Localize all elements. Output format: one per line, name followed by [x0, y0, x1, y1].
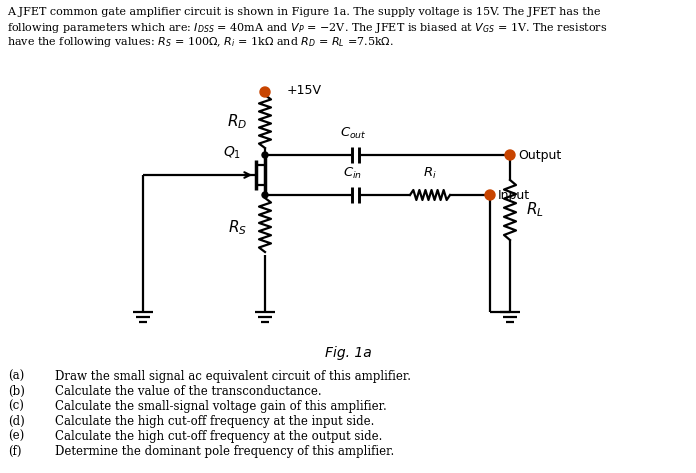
Text: Calculate the small-signal voltage gain of this amplifier.: Calculate the small-signal voltage gain …	[55, 400, 387, 413]
Text: (c): (c)	[8, 400, 24, 413]
Text: following parameters which are: $I_{DSS}$ = 40mA and $V_P$ = $-$2V. The JFET is : following parameters which are: $I_{DSS}…	[7, 21, 608, 35]
Text: (b): (b)	[8, 385, 25, 398]
Text: Output: Output	[518, 149, 561, 161]
Text: Determine the dominant pole frequency of this amplifier.: Determine the dominant pole frequency of…	[55, 445, 394, 458]
Text: Draw the small signal ac equivalent circuit of this amplifier.: Draw the small signal ac equivalent circ…	[55, 370, 411, 383]
Text: (a): (a)	[8, 370, 24, 383]
Text: $R_D$: $R_D$	[227, 112, 247, 131]
Text: Fig. 1a: Fig. 1a	[324, 346, 372, 360]
Circle shape	[260, 87, 270, 97]
Text: (f): (f)	[8, 445, 22, 458]
Text: $R_L$: $R_L$	[526, 201, 544, 219]
Circle shape	[505, 150, 515, 160]
Text: Calculate the value of the transconductance.: Calculate the value of the transconducta…	[55, 385, 322, 398]
Circle shape	[485, 190, 495, 200]
Text: $R_S$: $R_S$	[228, 219, 247, 237]
Text: (d): (d)	[8, 415, 25, 428]
Text: $C_{out}$: $C_{out}$	[340, 126, 366, 141]
Text: (e): (e)	[8, 430, 24, 443]
Circle shape	[262, 152, 268, 158]
Text: Calculate the high cut-off frequency at the input side.: Calculate the high cut-off frequency at …	[55, 415, 374, 428]
Text: $R_i$: $R_i$	[423, 166, 437, 181]
Text: $Q_1$: $Q_1$	[223, 145, 242, 161]
Text: $C_{in}$: $C_{in}$	[343, 166, 363, 181]
Text: Calculate the high cut-off frequency at the output side.: Calculate the high cut-off frequency at …	[55, 430, 382, 443]
Circle shape	[262, 192, 268, 198]
Text: Input: Input	[498, 189, 530, 201]
Text: +15V: +15V	[287, 84, 322, 96]
Text: have the following values: $R_S$ = 100$\Omega$, $R_i$ = 1k$\Omega$ and $R_D$ = $: have the following values: $R_S$ = 100$\…	[7, 35, 394, 49]
Text: A JFET common gate amplifier circuit is shown in Figure 1a. The supply voltage i: A JFET common gate amplifier circuit is …	[7, 7, 601, 17]
